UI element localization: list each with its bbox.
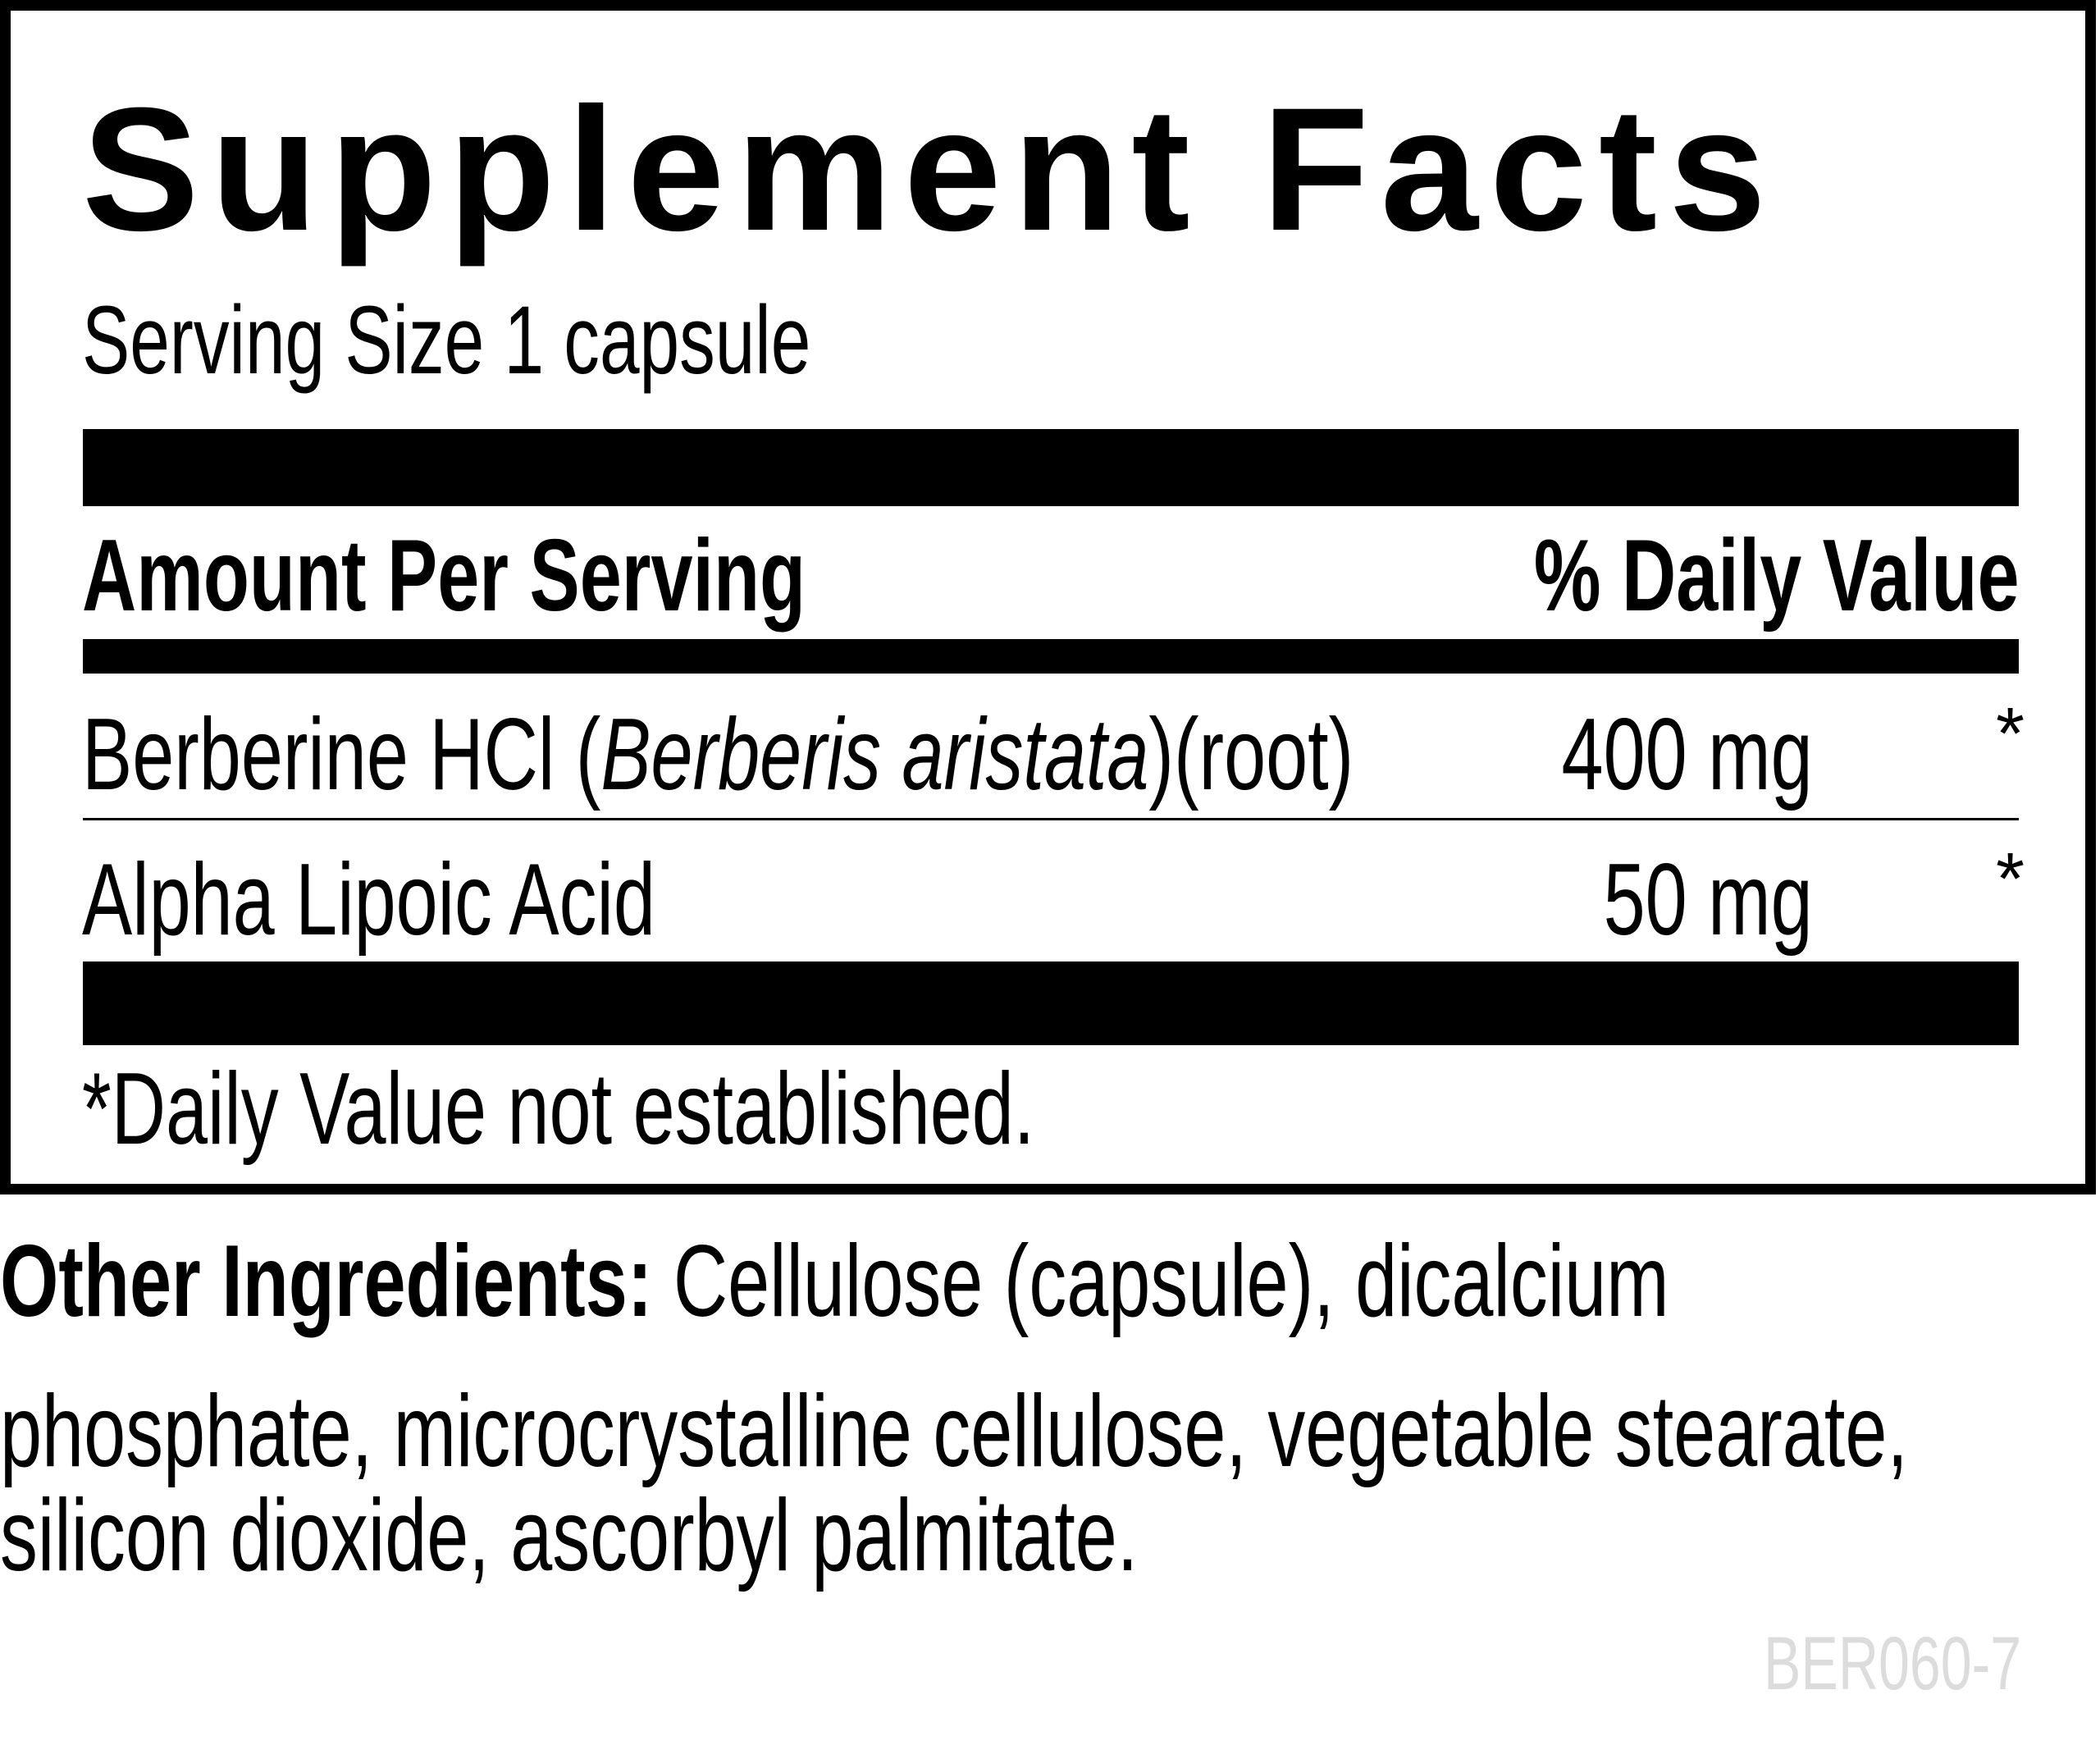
medium-divider — [83, 639, 2019, 674]
other-ingredients-label: Other Ingredients: — [0, 1225, 653, 1338]
product-code: BER060-7 — [1764, 1626, 2100, 1701]
daily-value-header: % Daily Value — [1363, 525, 2020, 627]
amount-text: 400 mg — [1561, 698, 1813, 811]
serving-size: Serving Size 1 capsule — [82, 292, 1066, 389]
amount-text: 50 mg — [1603, 843, 1813, 957]
other-ingredients-text: Cellulose (capsule), dicalcium — [652, 1225, 1669, 1338]
thick-divider — [83, 429, 2019, 506]
other-ingredients-line: silicon dioxide, ascorbyl palmitate. — [0, 1485, 1538, 1587]
supplement-facts-panel — [0, 0, 2096, 1194]
other-ingredients-line: phosphate, microcrystalline cellulose, v… — [0, 1381, 2100, 1482]
daily-value-header-text: % Daily Value — [1534, 519, 2020, 633]
amount-header-text: Amount Per Serving — [82, 519, 806, 633]
ingredient-daily-value: * — [1995, 693, 2025, 775]
ingredient-part: )(root) — [1148, 698, 1354, 811]
other-ingredients-line: Other Ingredients: Cellulose (capsule), … — [0, 1231, 2100, 1332]
serving-size-text: Serving Size 1 capsule — [82, 286, 811, 395]
ingredient-botanical-name: Berberis aristata — [600, 698, 1149, 811]
product-code-text: BER060-7 — [1764, 1622, 2022, 1706]
ingredient-row-name: Berberine HCl (Berberis aristata)(root) — [82, 704, 1801, 806]
ingredient-row-name: Alpha Lipoic Acid — [82, 849, 856, 951]
ingredient-name: Alpha Lipoic Acid — [82, 843, 655, 957]
other-ingredients-text: silicon dioxide, ascorbyl palmitate. — [0, 1479, 1139, 1592]
footnote-text: *Daily Value not established. — [82, 1053, 1035, 1166]
ingredient-daily-value: * — [1995, 838, 2025, 920]
ingredient-name: Berberine HCl ( — [82, 698, 601, 811]
other-ingredients-text: phosphate, microcrystalline cellulose, v… — [0, 1375, 1908, 1488]
panel-title: Supplement Facts — [82, 71, 1778, 267]
ingredient-amount: 400 mg — [1473, 704, 1813, 806]
amount-per-serving-header: Amount Per Serving — [82, 525, 1060, 627]
row-divider — [83, 818, 2019, 820]
ingredient-amount: 50 mg — [1530, 849, 1813, 951]
thick-divider — [83, 962, 2019, 1045]
footnote: *Daily Value not established. — [82, 1058, 1369, 1160]
